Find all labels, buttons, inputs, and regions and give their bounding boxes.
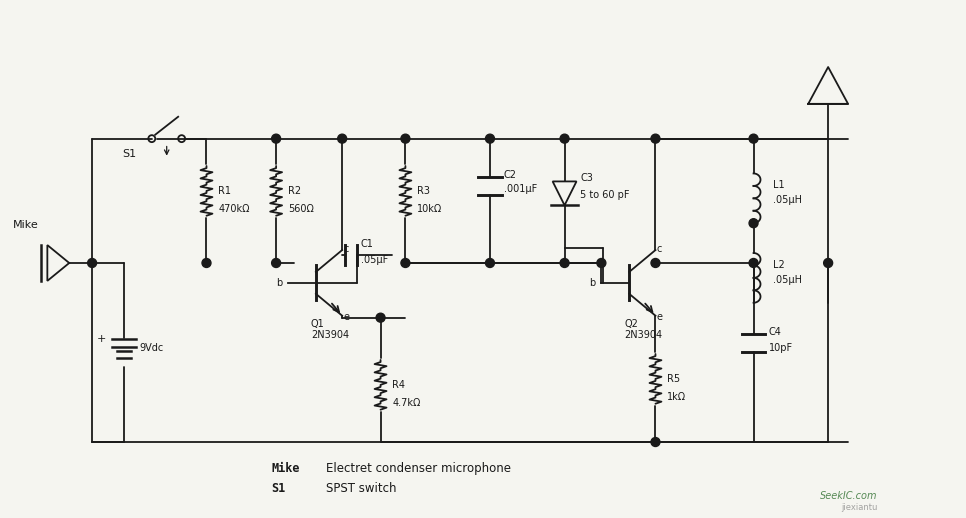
Circle shape (749, 134, 758, 143)
Text: 1kΩ: 1kΩ (668, 392, 687, 402)
Text: 9Vdc: 9Vdc (140, 342, 164, 353)
Text: Q2: Q2 (624, 319, 639, 328)
Text: 10pF: 10pF (769, 342, 792, 353)
Circle shape (560, 258, 569, 267)
Circle shape (486, 134, 495, 143)
Text: C3: C3 (581, 174, 593, 183)
Text: 5 to 60 pF: 5 to 60 pF (581, 190, 630, 200)
Text: R4: R4 (392, 380, 406, 390)
Text: 4.7kΩ: 4.7kΩ (392, 398, 421, 408)
Text: SeekIC.com: SeekIC.com (820, 491, 878, 501)
Text: S1: S1 (122, 149, 136, 159)
Circle shape (651, 438, 660, 447)
Text: .001μF: .001μF (504, 184, 537, 194)
Circle shape (597, 258, 606, 267)
Text: b: b (276, 278, 282, 288)
Text: C4: C4 (769, 326, 781, 337)
Circle shape (651, 258, 660, 267)
Circle shape (271, 258, 280, 267)
Text: .05μF: .05μF (360, 255, 388, 265)
Circle shape (749, 219, 758, 228)
Text: 470kΩ: 470kΩ (218, 204, 250, 214)
Text: jiexiantu: jiexiantu (841, 502, 878, 512)
Text: R5: R5 (668, 374, 680, 384)
Text: Q1: Q1 (311, 319, 325, 328)
Text: SPST switch: SPST switch (326, 482, 396, 495)
Text: b: b (589, 278, 595, 288)
Circle shape (202, 258, 211, 267)
Text: C1: C1 (360, 239, 374, 249)
Text: .05μH: .05μH (774, 195, 803, 205)
Circle shape (560, 134, 569, 143)
Text: +: + (97, 334, 106, 343)
Text: c: c (343, 244, 349, 254)
Text: e: e (343, 312, 350, 322)
Text: C2: C2 (504, 170, 517, 180)
Text: L2: L2 (774, 260, 785, 270)
Text: 2N3904: 2N3904 (311, 329, 349, 340)
Circle shape (376, 313, 385, 322)
Text: R2: R2 (288, 186, 301, 196)
Text: 2N3904: 2N3904 (624, 329, 663, 340)
Circle shape (401, 258, 410, 267)
Text: Mike: Mike (271, 462, 299, 475)
Circle shape (338, 134, 347, 143)
Text: R3: R3 (417, 186, 431, 196)
Circle shape (486, 258, 495, 267)
Text: R1: R1 (218, 186, 232, 196)
Text: 10kΩ: 10kΩ (417, 204, 442, 214)
Text: 560Ω: 560Ω (288, 204, 314, 214)
Circle shape (824, 258, 833, 267)
Text: S1: S1 (271, 482, 285, 495)
Circle shape (401, 134, 410, 143)
Text: Mike: Mike (13, 220, 39, 230)
Text: .05μH: .05μH (774, 275, 803, 285)
Circle shape (749, 258, 758, 267)
Text: c: c (657, 244, 662, 254)
Circle shape (651, 134, 660, 143)
Text: Electret condenser microphone: Electret condenser microphone (326, 462, 511, 475)
Circle shape (271, 134, 280, 143)
Text: L1: L1 (774, 180, 785, 191)
Circle shape (88, 258, 97, 267)
Text: e: e (657, 312, 663, 322)
